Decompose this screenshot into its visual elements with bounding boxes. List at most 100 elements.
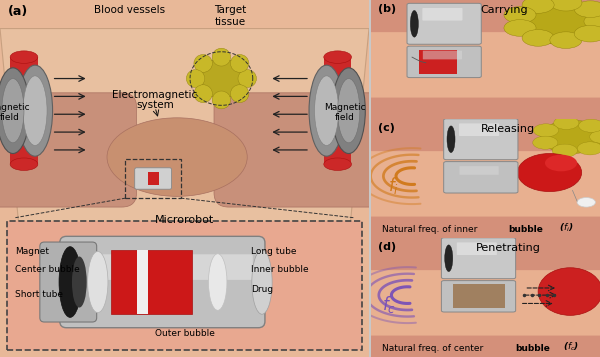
Ellipse shape — [324, 51, 352, 64]
Text: Electromagnetic: Electromagnetic — [112, 90, 197, 100]
Ellipse shape — [10, 158, 38, 171]
FancyBboxPatch shape — [359, 270, 600, 336]
FancyBboxPatch shape — [134, 168, 172, 189]
FancyBboxPatch shape — [443, 119, 518, 160]
FancyBboxPatch shape — [371, 0, 600, 119]
Circle shape — [533, 136, 558, 149]
FancyBboxPatch shape — [137, 250, 148, 314]
Ellipse shape — [324, 131, 352, 144]
Text: Inner bubble: Inner bubble — [251, 265, 308, 274]
Text: Magnet: Magnet — [15, 247, 49, 256]
Ellipse shape — [107, 118, 247, 196]
Ellipse shape — [324, 158, 352, 171]
Text: Microrobot: Microrobot — [155, 215, 214, 225]
Ellipse shape — [10, 51, 38, 64]
Ellipse shape — [324, 104, 352, 117]
Circle shape — [577, 197, 595, 207]
Text: Target
tissue: Target tissue — [215, 5, 247, 27]
Text: Magnetic
field: Magnetic field — [0, 103, 30, 122]
Text: Releasing: Releasing — [481, 124, 535, 134]
Ellipse shape — [314, 76, 338, 146]
Text: Blood vessels: Blood vessels — [94, 5, 165, 15]
Ellipse shape — [2, 79, 24, 143]
Ellipse shape — [88, 251, 108, 313]
Ellipse shape — [252, 250, 272, 314]
Text: ($f_c$): ($f_c$) — [563, 341, 580, 353]
Text: Natural freq. of inner: Natural freq. of inner — [382, 225, 481, 235]
Ellipse shape — [517, 154, 581, 192]
Ellipse shape — [515, 0, 600, 44]
FancyBboxPatch shape — [0, 0, 369, 357]
Circle shape — [212, 48, 230, 66]
FancyBboxPatch shape — [72, 254, 253, 280]
Circle shape — [578, 119, 600, 132]
Ellipse shape — [61, 253, 79, 311]
Text: (a): (a) — [7, 5, 28, 18]
FancyBboxPatch shape — [60, 236, 265, 328]
FancyBboxPatch shape — [350, 331, 600, 357]
Circle shape — [574, 1, 600, 17]
Circle shape — [230, 55, 249, 72]
Circle shape — [212, 91, 230, 109]
Ellipse shape — [447, 126, 455, 152]
FancyBboxPatch shape — [442, 238, 515, 279]
Circle shape — [230, 85, 249, 102]
Text: bubble: bubble — [515, 345, 550, 353]
Ellipse shape — [545, 155, 577, 171]
Text: $f_c$: $f_c$ — [382, 294, 396, 315]
Text: (c): (c) — [377, 122, 395, 132]
FancyBboxPatch shape — [407, 3, 481, 44]
Text: ($f_i$): ($f_i$) — [559, 222, 574, 235]
Circle shape — [590, 130, 600, 144]
Circle shape — [504, 20, 536, 36]
Circle shape — [552, 144, 577, 157]
Circle shape — [194, 55, 212, 72]
FancyBboxPatch shape — [454, 285, 505, 308]
FancyBboxPatch shape — [459, 124, 499, 136]
Ellipse shape — [208, 254, 227, 310]
FancyBboxPatch shape — [371, 119, 600, 238]
FancyBboxPatch shape — [350, 93, 600, 136]
Circle shape — [504, 6, 536, 23]
Ellipse shape — [72, 256, 87, 307]
Text: (b): (b) — [377, 4, 396, 14]
Circle shape — [533, 124, 559, 137]
FancyBboxPatch shape — [442, 281, 515, 312]
FancyBboxPatch shape — [7, 221, 362, 350]
Ellipse shape — [17, 65, 53, 156]
Text: Drug: Drug — [251, 285, 273, 294]
Text: Outer bubble: Outer bubble — [155, 329, 215, 338]
FancyBboxPatch shape — [460, 166, 499, 175]
FancyBboxPatch shape — [359, 151, 600, 217]
FancyBboxPatch shape — [350, 105, 600, 160]
Text: Carrying: Carrying — [480, 5, 527, 15]
Ellipse shape — [445, 245, 453, 272]
Text: Natural freq. of center: Natural freq. of center — [382, 345, 487, 353]
FancyBboxPatch shape — [457, 242, 497, 255]
Ellipse shape — [324, 78, 352, 90]
Circle shape — [550, 0, 582, 11]
Ellipse shape — [309, 65, 344, 156]
Ellipse shape — [332, 68, 365, 154]
Ellipse shape — [10, 131, 38, 144]
Circle shape — [550, 32, 582, 49]
Text: Magnetic
field: Magnetic field — [324, 103, 366, 122]
FancyBboxPatch shape — [350, 224, 600, 278]
Ellipse shape — [538, 268, 600, 315]
FancyBboxPatch shape — [457, 285, 496, 294]
Circle shape — [577, 142, 600, 155]
FancyBboxPatch shape — [148, 172, 158, 185]
Ellipse shape — [59, 247, 81, 317]
Text: (d): (d) — [377, 242, 396, 252]
Polygon shape — [0, 29, 369, 221]
FancyBboxPatch shape — [111, 250, 192, 314]
Text: $f_i$: $f_i$ — [388, 175, 399, 196]
Ellipse shape — [23, 76, 47, 146]
Text: system: system — [136, 100, 174, 110]
Circle shape — [238, 70, 256, 87]
Ellipse shape — [10, 104, 38, 117]
Ellipse shape — [197, 59, 245, 98]
FancyBboxPatch shape — [214, 93, 391, 207]
Ellipse shape — [0, 68, 29, 154]
Ellipse shape — [541, 120, 600, 154]
